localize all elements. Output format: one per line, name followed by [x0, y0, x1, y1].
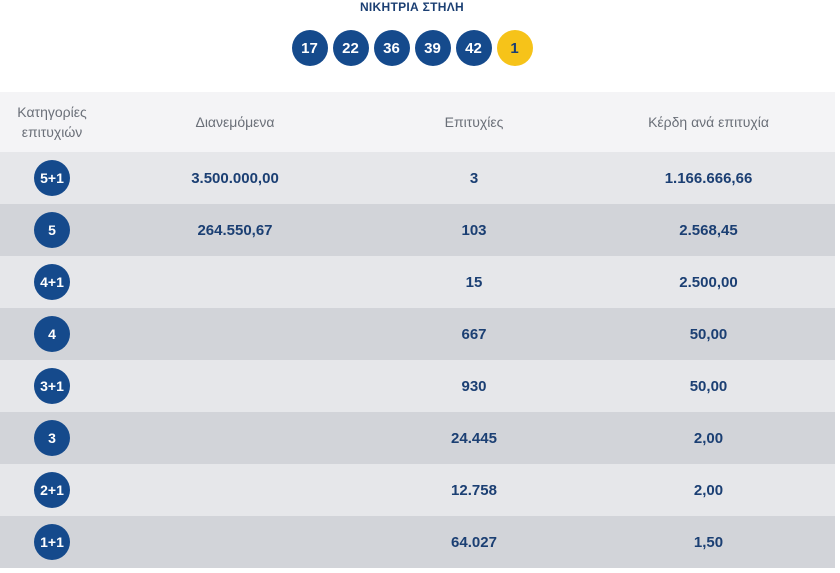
category-badge: 3: [34, 420, 70, 456]
header-winners: Επιτυχίες: [444, 114, 504, 130]
prize-cell: 1.166.666,66: [664, 169, 753, 187]
winning-numbers: 17 22 36 39 42 1: [0, 30, 824, 66]
winning-number-ball: 39: [414, 30, 451, 66]
header-prize-per-winner: Κέρδη ανά επιτυχία: [648, 114, 769, 130]
header-distributed: Διανεμόμενα: [195, 114, 275, 130]
header-category: Κατηγορίες επιτυχιών: [17, 104, 87, 140]
winners-cell: 667: [461, 325, 487, 343]
table-row: 5+1 3.500.000,00 3 1.166.666,66: [0, 152, 835, 204]
winning-number-ball: 36: [373, 30, 410, 66]
table-row: 3 24.445 2,00: [0, 412, 835, 464]
prize-cell: 1,50: [693, 533, 724, 551]
prize-cell: 2,00: [693, 481, 724, 499]
category-badge: 5+1: [34, 160, 70, 196]
prize-cell: 2.500,00: [679, 273, 738, 291]
prize-cell: 50,00: [689, 377, 728, 395]
distributed-cell: 264.550,67: [197, 221, 273, 239]
prize-cell: 50,00: [689, 325, 728, 343]
table-row: 3+1 930 50,00: [0, 360, 835, 412]
prize-table: Κατηγορίες επιτυχιών Διανεμόμενα Επιτυχί…: [0, 92, 835, 568]
winners-cell: 930: [461, 377, 487, 395]
winning-number-ball: 22: [332, 30, 369, 66]
winners-cell: 12.758: [451, 481, 497, 499]
category-badge: 4+1: [34, 264, 70, 300]
distributed-cell: 3.500.000,00: [191, 169, 279, 187]
winners-cell: 64.027: [451, 533, 497, 551]
category-badge: 1+1: [34, 524, 70, 560]
category-badge: 4: [34, 316, 70, 352]
winning-line-title: ΝΙΚΗΤΡΙΑ ΣΤΗΛΗ: [359, 0, 465, 14]
category-badge: 2+1: [34, 472, 70, 508]
winning-line-section: ΝΙΚΗΤΡΙΑ ΣΤΗΛΗ 17 22 36 39 42 1: [0, 0, 840, 92]
winners-cell: 15: [465, 273, 483, 291]
table-row: 4 667 50,00: [0, 308, 835, 360]
winners-cell: 103: [461, 221, 487, 239]
table-row: 4+1 15 2.500,00: [0, 256, 835, 308]
prize-cell: 2.568,45: [679, 221, 738, 239]
table-row: 1+1 64.027 1,50: [0, 516, 835, 568]
table-row: 2+1 12.758 2,00: [0, 464, 835, 516]
prize-cell: 2,00: [693, 429, 724, 447]
winning-number-ball: 17: [291, 30, 328, 66]
category-badge: 5: [34, 212, 70, 248]
table-header: Κατηγορίες επιτυχιών Διανεμόμενα Επιτυχί…: [0, 92, 835, 152]
winners-cell: 3: [469, 169, 479, 187]
category-badge: 3+1: [34, 368, 70, 404]
bonus-number-ball: 1: [496, 30, 533, 66]
winning-number-ball: 42: [455, 30, 492, 66]
table-row: 5 264.550,67 103 2.568,45: [0, 204, 835, 256]
winners-cell: 24.445: [451, 429, 497, 447]
